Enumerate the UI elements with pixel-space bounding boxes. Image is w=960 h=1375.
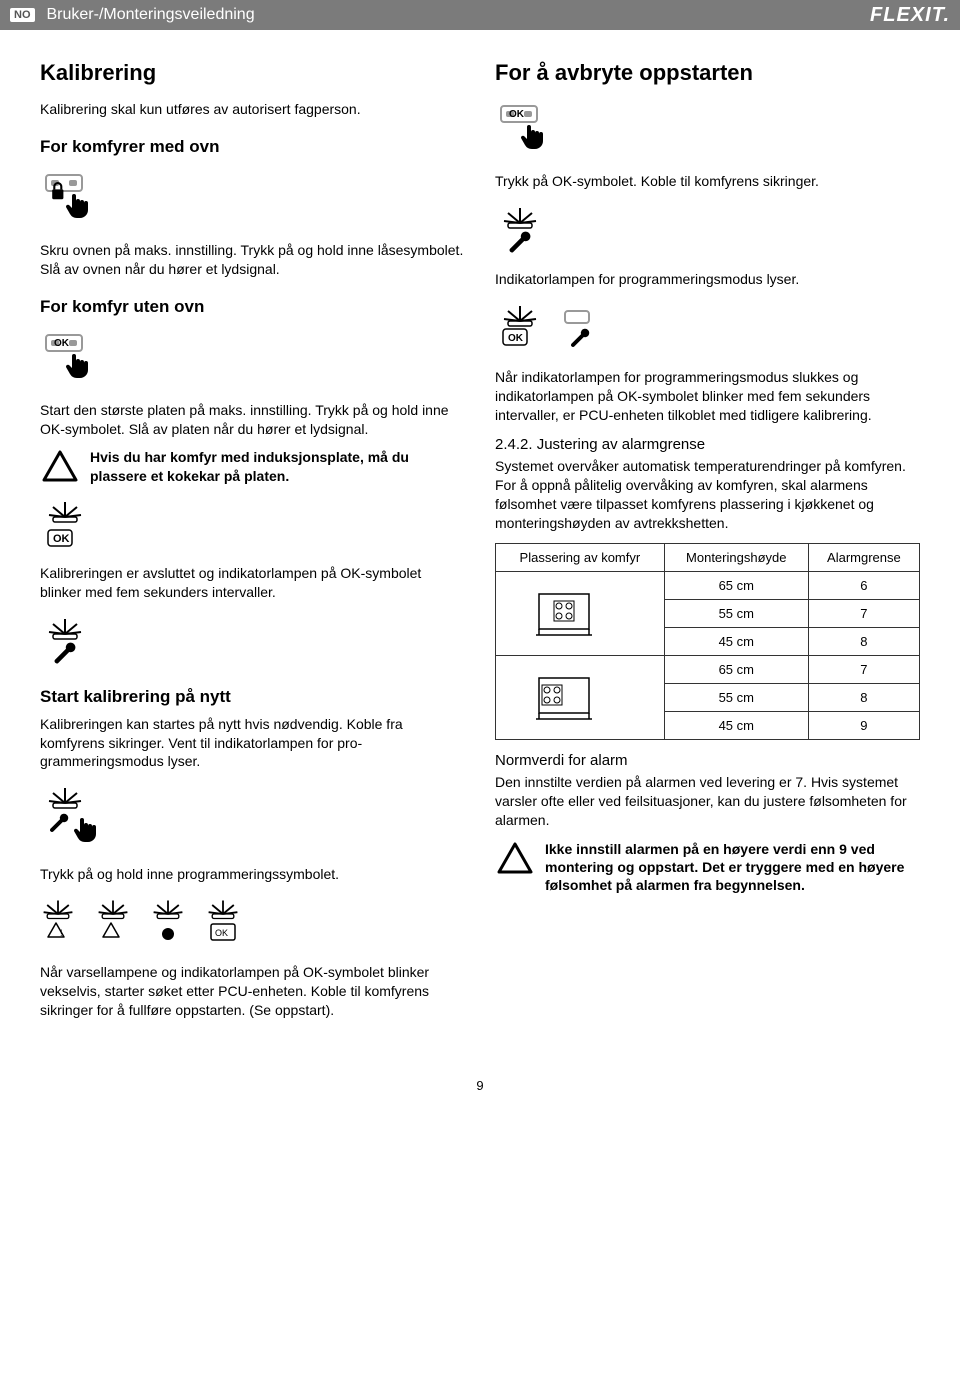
just-text: Systemet overvåker automatisk temperatur… xyxy=(495,457,920,533)
cell-h: 55 cm xyxy=(664,600,808,628)
cell-h: 55 cm xyxy=(664,684,808,712)
cell-a: 7 xyxy=(808,656,919,684)
heading-uten-ovn: For komfyr uten ovn xyxy=(40,297,465,317)
ok-sparkle-icon: OK xyxy=(40,497,465,552)
svg-text:OK: OK xyxy=(509,109,525,120)
slukkes-text: Når indikatorlampen for programmeringsmo… xyxy=(495,368,920,425)
lang-badge: NO xyxy=(10,8,35,22)
stove-center-icon xyxy=(504,589,624,639)
norm-text: Den innstilte verdien på alarmen ved lev… xyxy=(495,773,920,830)
cell-h: 45 cm xyxy=(664,712,808,740)
cell-h: 45 cm xyxy=(664,628,808,656)
svg-text:OK: OK xyxy=(508,333,524,344)
warning-triangle-icon xyxy=(40,448,80,484)
heading-restart: Start kalibrering på nytt xyxy=(40,687,465,707)
wrench-press-icon xyxy=(40,783,465,853)
svg-text:OK: OK xyxy=(54,338,70,349)
cell-a: 9 xyxy=(808,712,919,740)
cell-h: 65 cm xyxy=(664,656,808,684)
uten-ovn-text: Start den største platen på maks. innsti… xyxy=(40,401,465,439)
th-grense: Alarmgrense xyxy=(808,544,919,572)
heading-norm: Normverdi for alarm xyxy=(495,752,920,769)
restart-text: Kalibreringen kan startes på nytt hvis n… xyxy=(40,715,465,772)
ok-press-icon: OK xyxy=(40,329,465,389)
heading-med-ovn: For komfyrer med ovn xyxy=(40,137,465,157)
cell-a: 6 xyxy=(808,572,919,600)
avbryte-text: Trykk på OK-symbolet. Koble til komfyren… xyxy=(495,172,920,191)
prog-text: Trykk på og hold inne programmeringssymb… xyxy=(40,865,465,884)
stove-left-cell xyxy=(496,656,665,740)
page-number: 9 xyxy=(0,1078,960,1093)
ok-wrench-combo-icon: OK xyxy=(495,301,920,356)
sparkle-wrench-icon-2 xyxy=(495,203,920,258)
warning-text: Hvis du har komfyr med induksjonsplate, … xyxy=(90,448,465,484)
cell-a: 8 xyxy=(808,684,919,712)
intro-text: Kalibrering skal kun utføres av autorise… xyxy=(40,100,465,119)
med-ovn-text: Skru ovnen på maks. innstilling. Trykk p… xyxy=(40,241,465,279)
svg-text:!: ! xyxy=(60,928,63,938)
svg-text:OK: OK xyxy=(215,928,228,938)
th-hoyde: Monterings­høyde xyxy=(664,544,808,572)
warning-triangle-icon xyxy=(495,840,535,876)
sparkle-wrench-icon xyxy=(40,614,465,669)
cell-a: 8 xyxy=(808,628,919,656)
brand-logo: FLEXIT xyxy=(870,4,950,27)
heading-kalibrering: Kalibrering xyxy=(40,60,465,86)
pcu-text: Når varsellampene og indikatorlampen på … xyxy=(40,963,465,1020)
stove-center-cell xyxy=(496,572,665,656)
stove-left-icon xyxy=(504,673,624,723)
alarm-table: Plassering av komfyr Monterings­høyde Al… xyxy=(495,543,920,740)
blinking-icons-row: ! OK xyxy=(40,896,465,951)
page-header: NO Bruker-/Monteringsveiledning FLEXIT xyxy=(0,0,960,30)
th-plassering: Plassering av komfyr xyxy=(496,544,665,572)
indik-text: Indikatorlampen for programmeringsmodus … xyxy=(495,270,920,289)
right-column: For å avbryte oppstarten OK Trykk på OK-… xyxy=(495,60,920,1028)
ok-press-icon-2: OK xyxy=(495,100,920,160)
heading-avbryte: For å avbryte oppstarten xyxy=(495,60,920,86)
cell-a: 7 xyxy=(808,600,919,628)
lock-press-icon xyxy=(40,169,465,229)
left-column: Kalibrering Kalibrering skal kun utføres… xyxy=(40,60,465,1028)
heading-242: 2.4.2. Justering av alarmgrense xyxy=(495,436,920,453)
svg-text:OK: OK xyxy=(53,533,70,545)
warning-induction: Hvis du har komfyr med induksjonsplate, … xyxy=(40,448,465,484)
warning-alarm: Ikke innstill alarmen på en høyere verdi… xyxy=(495,840,920,895)
done-text: Kalibreringen er avsluttet og indikatorl… xyxy=(40,564,465,602)
cell-h: 65 cm xyxy=(664,572,808,600)
header-title: Bruker-/Monteringsveiledning xyxy=(47,6,255,24)
warning-text-2: Ikke innstill alarmen på en høyere verdi… xyxy=(545,840,920,895)
